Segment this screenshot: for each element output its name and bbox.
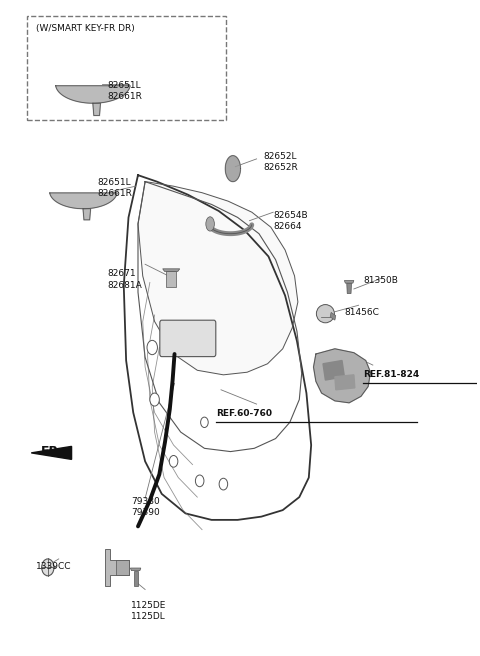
Text: 82671
82681A: 82671 82681A [107,270,142,289]
Polygon shape [347,283,351,293]
Polygon shape [105,549,129,586]
FancyBboxPatch shape [26,16,226,120]
Polygon shape [31,446,72,459]
Polygon shape [163,269,180,272]
Polygon shape [56,86,130,103]
Text: 82651L
82661R: 82651L 82661R [107,81,142,101]
Polygon shape [344,281,354,283]
Polygon shape [330,312,336,320]
Text: 82654B
82664: 82654B 82664 [273,211,308,231]
Polygon shape [323,361,344,380]
Text: (W/SMART KEY-FR DR): (W/SMART KEY-FR DR) [36,24,135,33]
Ellipse shape [206,216,215,231]
Text: 79380
79390: 79380 79390 [131,497,160,517]
Text: 1339CC: 1339CC [36,562,72,571]
Text: 1125DE
1125DL: 1125DE 1125DL [131,601,166,621]
Text: REF.81-824: REF.81-824 [363,370,420,379]
Polygon shape [225,155,240,182]
Polygon shape [138,182,298,375]
Circle shape [219,478,228,490]
Circle shape [42,559,54,576]
Ellipse shape [316,304,335,323]
Circle shape [195,475,204,487]
Polygon shape [313,349,371,403]
Circle shape [150,393,159,406]
Polygon shape [83,209,91,220]
Polygon shape [116,560,129,575]
Circle shape [169,455,178,467]
Text: 81456C: 81456C [344,308,379,318]
Polygon shape [134,571,137,586]
Text: REF.60-760: REF.60-760 [216,409,272,419]
Polygon shape [124,175,311,520]
FancyBboxPatch shape [160,320,216,357]
Text: FR.: FR. [41,445,64,458]
Text: 81350B: 81350B [363,276,398,285]
Polygon shape [131,568,141,571]
Text: 82652L
82652R: 82652L 82652R [264,152,299,173]
Polygon shape [335,375,355,390]
Polygon shape [93,103,100,115]
Polygon shape [167,272,176,287]
Polygon shape [50,193,117,209]
Circle shape [201,417,208,428]
Text: 82651L
82661R: 82651L 82661R [97,178,132,199]
Circle shape [147,340,157,355]
